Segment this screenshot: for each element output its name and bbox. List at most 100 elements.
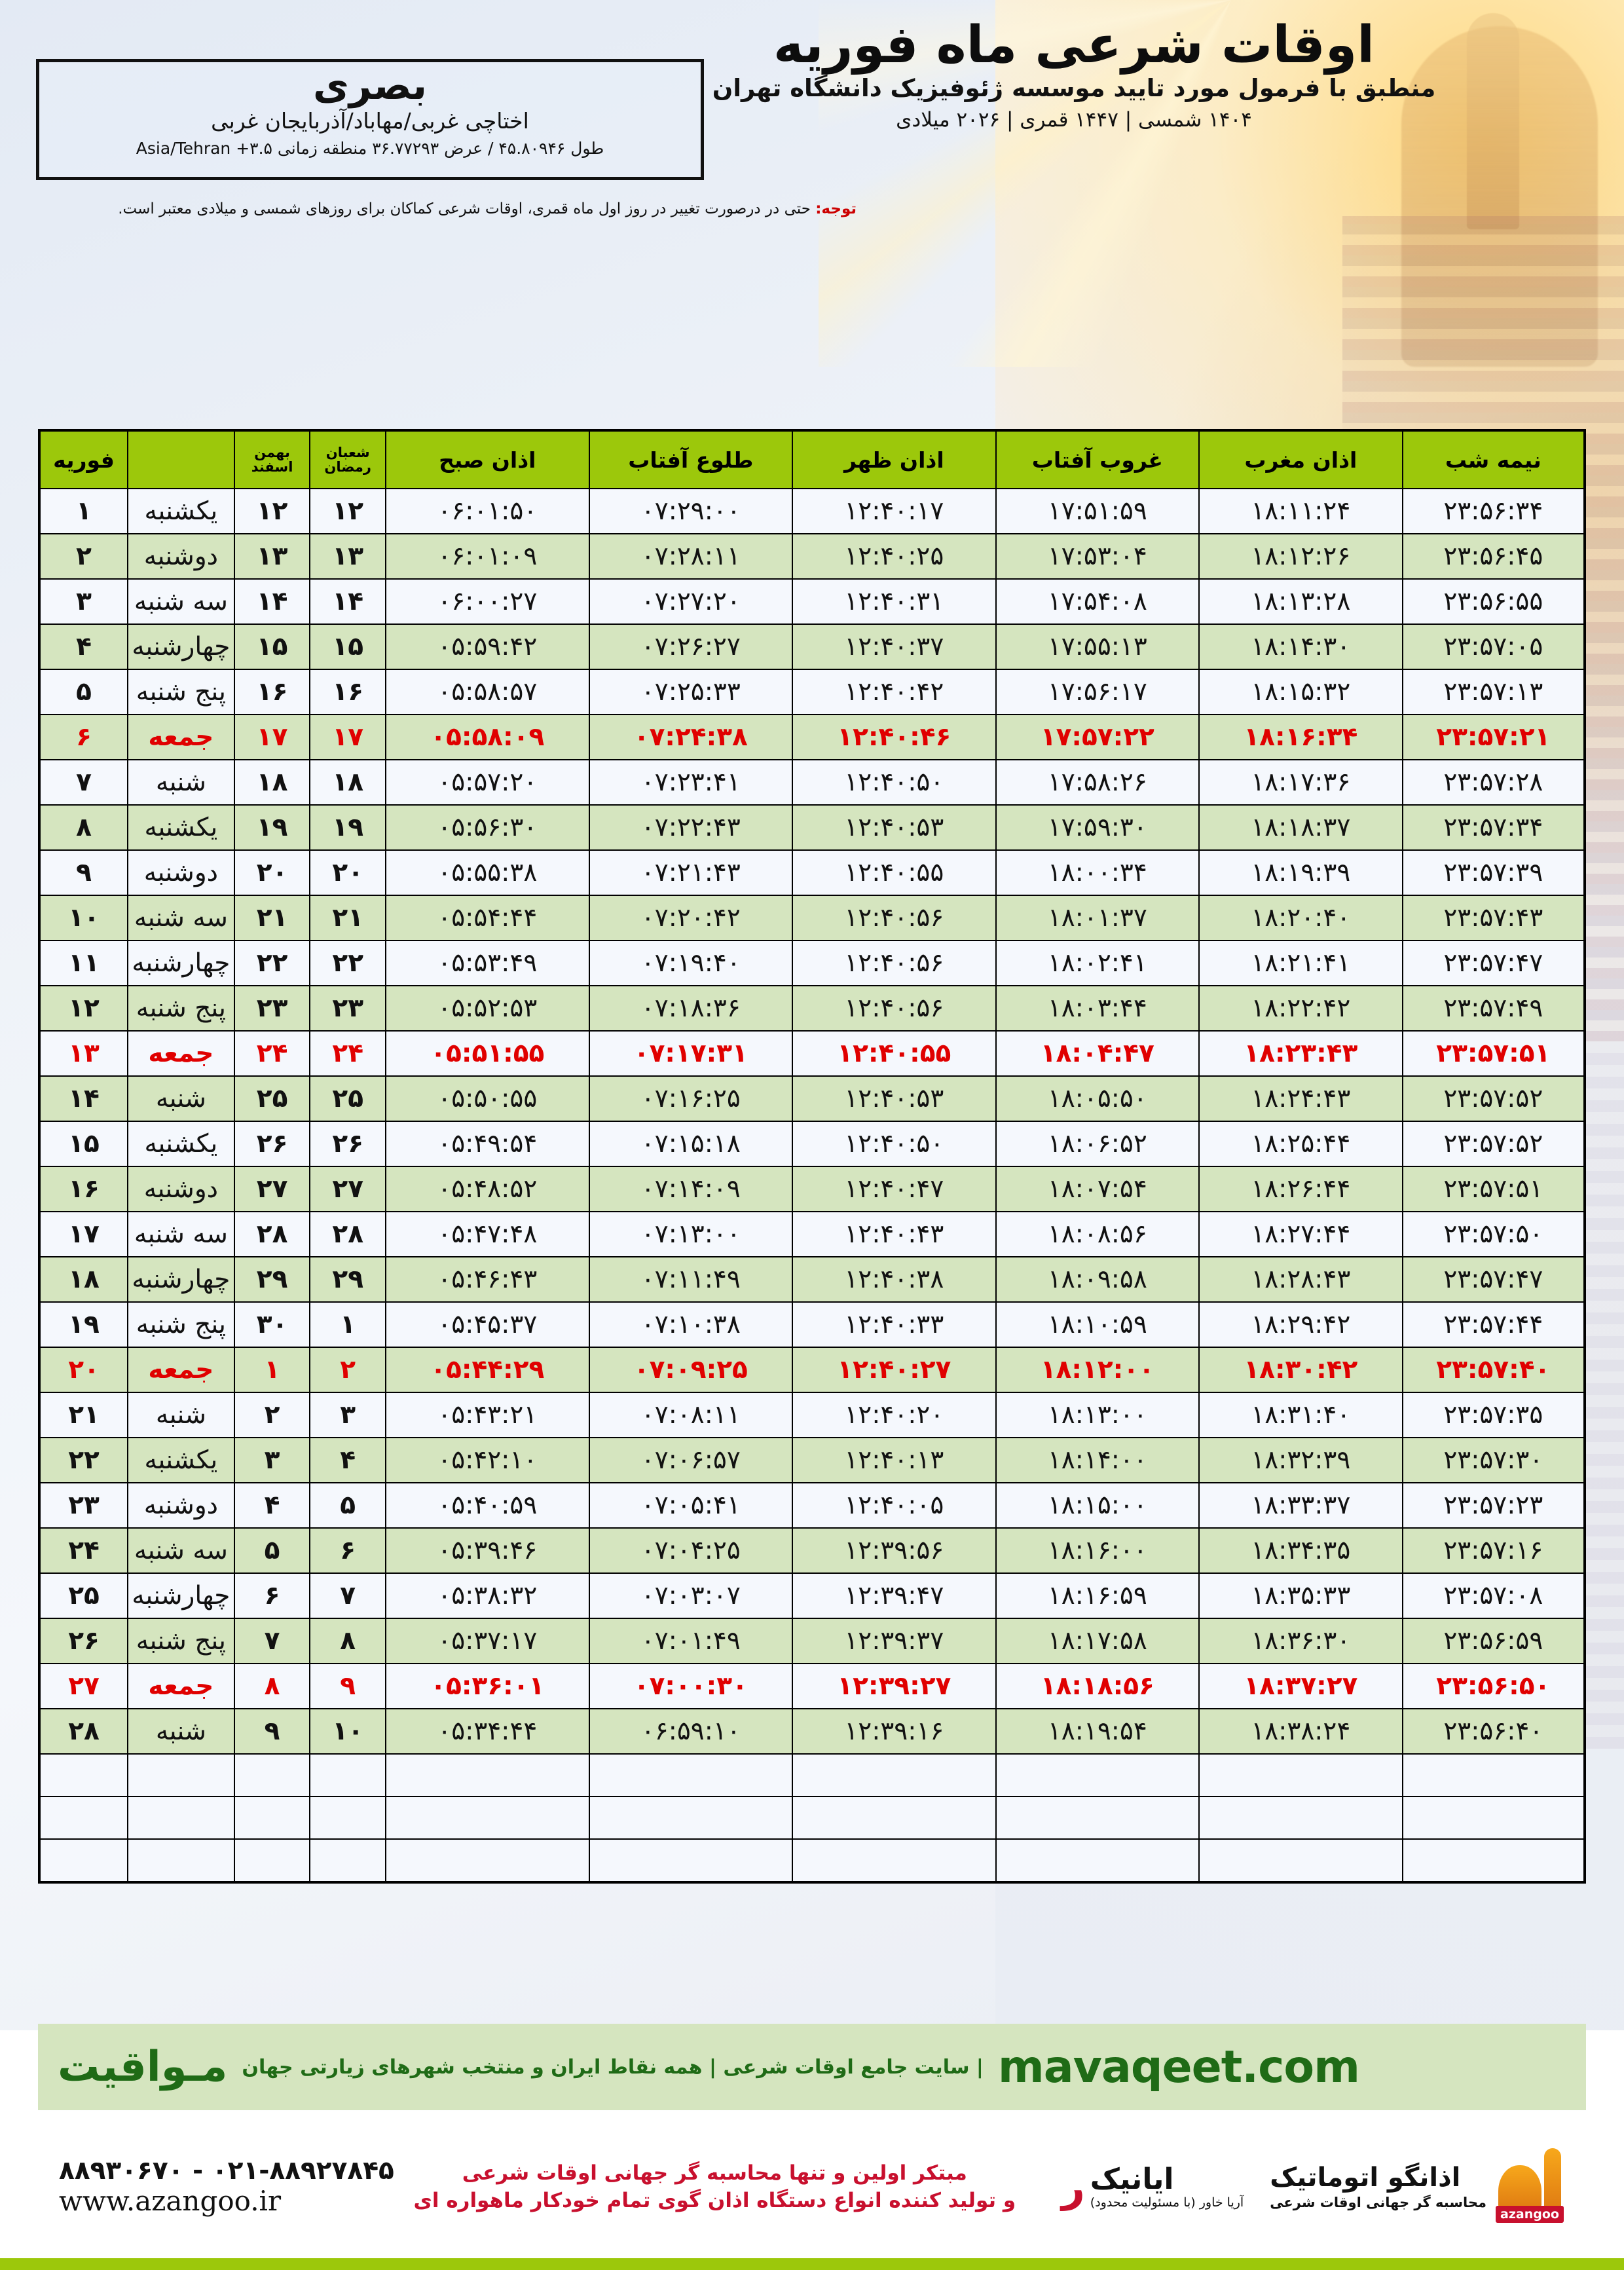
cell-sunrise: ۰۷:۰۵:۴۱ xyxy=(588,1482,794,1529)
cell-solar-day: ۵ xyxy=(233,1527,311,1574)
cell-weekday: چهارشنبه xyxy=(127,623,235,670)
cell-maghrib: ۱۸:۲۹:۴۲ xyxy=(1198,1301,1403,1348)
table-row: ۲۳:۵۶:۵۰ ۱۸:۳۷:۲۷ ۱۸:۱۸:۵۶ ۱۲:۳۹:۲۷ ۰۷:۰۰:۳۰… xyxy=(39,1663,1586,1709)
cell-fajr: ۰۵:۵۴:۴۴ xyxy=(385,895,590,941)
cell-empty xyxy=(233,1838,311,1883)
cell-gregorian-day: ۲۵ xyxy=(39,1572,128,1619)
cell-sunrise: ۰۷:۱۶:۲۵ xyxy=(588,1075,794,1122)
cell-weekday: سه شنبه xyxy=(127,1211,235,1257)
cell-gregorian-day: ۶ xyxy=(39,714,128,760)
cell-lunar-day: ۵ xyxy=(309,1482,387,1529)
cell-midnight: ۲۳:۵۷:۱۶ xyxy=(1401,1527,1586,1574)
cell-gregorian-day: ۱۴ xyxy=(39,1075,128,1122)
cell-solar-day: ۲۳ xyxy=(233,985,311,1032)
cell-maghrib: ۱۸:۲۰:۴۰ xyxy=(1198,895,1403,941)
cell-sunrise: ۰۷:۰۴:۲۵ xyxy=(588,1527,794,1574)
cell-empty xyxy=(39,1838,128,1883)
azangoo-name-plate: azangoo xyxy=(1496,2206,1564,2223)
cell-sunrise: ۰۷:۲۰:۴۲ xyxy=(588,895,794,941)
cell-midnight: ۲۳:۵۷:۰۸ xyxy=(1401,1572,1586,1619)
cell-sunrise: ۰۷:۲۵:۳۳ xyxy=(588,669,794,715)
azangoo-title: اذانگو اتوماتیک xyxy=(1270,2163,1461,2193)
cell-midnight: ۲۳:۵۷:۵۱ xyxy=(1401,1166,1586,1212)
table-row: ۲۳:۵۷:۴۷ ۱۸:۲۱:۴۱ ۱۸:۰۲:۴۱ ۱۲:۴۰:۵۶ ۰۷:۱۹:۴۰… xyxy=(39,940,1586,986)
cell-solar-day: ۱۴ xyxy=(233,578,311,625)
cell-fajr: ۰۵:۴۴:۲۹ xyxy=(385,1347,590,1393)
azangoo-logo-text: اذانگو اتوماتیک محاسبه گر جهانی اوقات شر… xyxy=(1270,2165,1486,2210)
cell-lunar-day: ۲۴ xyxy=(309,1030,387,1077)
page-title: اوقات شرعی ماه فوریه xyxy=(773,16,1375,75)
cell-dhuhr: ۱۲:۳۹:۲۷ xyxy=(792,1663,997,1709)
cell-weekday: یکشنبه xyxy=(127,1121,235,1167)
cell-empty xyxy=(127,1753,235,1797)
cell-empty xyxy=(1401,1838,1586,1883)
cell-gregorian-day: ۱۲ xyxy=(39,985,128,1032)
cell-sunset: ۱۸:۰۱:۳۷ xyxy=(995,895,1200,941)
cell-dhuhr: ۱۲:۳۹:۳۷ xyxy=(792,1618,997,1664)
cell-lunar-day: ۲۸ xyxy=(309,1211,387,1257)
cell-maghrib: ۱۸:۲۱:۴۱ xyxy=(1198,940,1403,986)
cell-midnight: ۲۳:۵۷:۵۲ xyxy=(1401,1121,1586,1167)
cell-weekday: شنبه xyxy=(127,1708,235,1755)
cell-midnight: ۲۳:۵۷:۴۷ xyxy=(1401,1256,1586,1303)
cell-lunar-day: ۱۲ xyxy=(309,488,387,534)
cell-lunar-day: ۱۷ xyxy=(309,714,387,760)
cell-weekday: شنبه xyxy=(127,1392,235,1438)
cell-fajr: ۰۵:۳۸:۳۲ xyxy=(385,1572,590,1619)
footer-logos: azangoo اذانگو اتوماتیک محاسبه گر جهانی … xyxy=(1061,2148,1565,2223)
cell-maghrib: ۱۸:۳۰:۴۲ xyxy=(1198,1347,1403,1393)
cell-lunar-day: ۱۰ xyxy=(309,1708,387,1755)
cell-maghrib: ۱۸:۳۳:۳۷ xyxy=(1198,1482,1403,1529)
cell-lunar-day: ۲۶ xyxy=(309,1121,387,1167)
cell-solar-day: ۲۵ xyxy=(233,1075,311,1122)
cell-sunrise: ۰۷:۰۹:۲۵ xyxy=(588,1347,794,1393)
table-row: ۲۳:۵۷:۵۱ ۱۸:۲۳:۴۳ ۱۸:۰۴:۴۷ ۱۲:۴۰:۵۵ ۰۷:۱۷:۳۱… xyxy=(39,1030,1586,1077)
cell-weekday: پنج شنبه xyxy=(127,985,235,1032)
footer-website[interactable]: www.azangoo.ir xyxy=(59,2185,282,2218)
cell-weekday: شنبه xyxy=(127,1075,235,1122)
cell-midnight: ۲۳:۵۶:۵۵ xyxy=(1401,578,1586,625)
cell-solar-day: ۹ xyxy=(233,1708,311,1755)
cell-dhuhr: ۱۲:۴۰:۵۶ xyxy=(792,895,997,941)
cell-empty xyxy=(792,1838,997,1883)
cell-fajr: ۰۵:۵۸:۵۷ xyxy=(385,669,590,715)
cell-sunset: ۱۸:۱۰:۵۹ xyxy=(995,1301,1200,1348)
cell-weekday: پنج شنبه xyxy=(127,1618,235,1664)
cell-solar-day: ۲۴ xyxy=(233,1030,311,1077)
cell-midnight: ۲۳:۵۷:۵۲ xyxy=(1401,1075,1586,1122)
header-lunar-top: شعبان xyxy=(325,444,370,460)
cell-dhuhr: ۱۲:۴۰:۱۳ xyxy=(792,1437,997,1483)
cell-sunrise: ۰۷:۲۷:۲۰ xyxy=(588,578,794,625)
cell-sunrise: ۰۷:۲۴:۳۸ xyxy=(588,714,794,760)
cell-fajr: ۰۶:۰۰:۲۷ xyxy=(385,578,590,625)
cell-midnight: ۲۳:۵۶:۳۴ xyxy=(1401,488,1586,534)
cell-lunar-day: ۱۴ xyxy=(309,578,387,625)
note-body: حتی در درصورت تغییر در روز اول ماه قمری،… xyxy=(118,200,816,217)
table-row: ۲۳:۵۷:۵۱ ۱۸:۲۶:۴۴ ۱۸:۰۷:۵۴ ۱۲:۴۰:۴۷ ۰۷:۱۴:۰۹… xyxy=(39,1166,1586,1212)
table-row: ۲۳:۵۶:۴۰ ۱۸:۳۸:۲۴ ۱۸:۱۹:۵۴ ۱۲:۳۹:۱۶ ۰۶:۵۹:۱۰… xyxy=(39,1708,1586,1755)
cell-empty xyxy=(995,1838,1200,1883)
cell-maghrib: ۱۸:۳۲:۳۹ xyxy=(1198,1437,1403,1483)
cell-lunar-day: ۲۳ xyxy=(309,985,387,1032)
cell-gregorian-day: ۲۰ xyxy=(39,1347,128,1393)
cell-maghrib: ۱۸:۲۵:۴۴ xyxy=(1198,1121,1403,1167)
cell-sunset: ۱۸:۰۳:۴۴ xyxy=(995,985,1200,1032)
cell-midnight: ۲۳:۵۶:۵۹ xyxy=(1401,1618,1586,1664)
page-footer: azangoo اذانگو اتوماتیک محاسبه گر جهانی … xyxy=(0,2122,1624,2253)
cell-sunset: ۱۷:۵۳:۰۴ xyxy=(995,533,1200,580)
city-region: اختاچی غربی/مهاباد/آذربایجان غربی xyxy=(211,108,529,134)
azangoo-tagline: محاسبه گر جهانی اوقات شرعی xyxy=(1270,2195,1486,2210)
banner-website[interactable]: mavaqeet.com xyxy=(997,2041,1360,2093)
table-row: ۲۳:۵۶:۵۵ ۱۸:۱۳:۲۸ ۱۷:۵۴:۰۸ ۱۲:۴۰:۳۱ ۰۷:۲۷:۲۰… xyxy=(39,578,1586,625)
cell-empty xyxy=(792,1796,997,1840)
cell-maghrib: ۱۸:۲۲:۴۲ xyxy=(1198,985,1403,1032)
header-gregorian-month: فوریه xyxy=(39,430,128,489)
cell-midnight: ۲۳:۵۷:۰۵ xyxy=(1401,623,1586,670)
cell-sunset: ۱۸:۰۶:۵۲ xyxy=(995,1121,1200,1167)
cell-dhuhr: ۱۲:۴۰:۳۸ xyxy=(792,1256,997,1303)
table-row: ۲۳:۵۷:۴۰ ۱۸:۳۰:۴۲ ۱۸:۱۲:۰۰ ۱۲:۴۰:۲۷ ۰۷:۰۹:۲۵… xyxy=(39,1347,1586,1393)
cell-dhuhr: ۱۲:۴۰:۵۵ xyxy=(792,1030,997,1077)
cell-sunrise: ۰۷:۲۲:۴۳ xyxy=(588,804,794,851)
cell-dhuhr: ۱۲:۴۰:۵۰ xyxy=(792,759,997,806)
table-row: ۲۳:۵۷:۰۸ ۱۸:۳۵:۳۳ ۱۸:۱۶:۵۹ ۱۲:۳۹:۴۷ ۰۷:۰۳:۰۷… xyxy=(39,1572,1586,1619)
